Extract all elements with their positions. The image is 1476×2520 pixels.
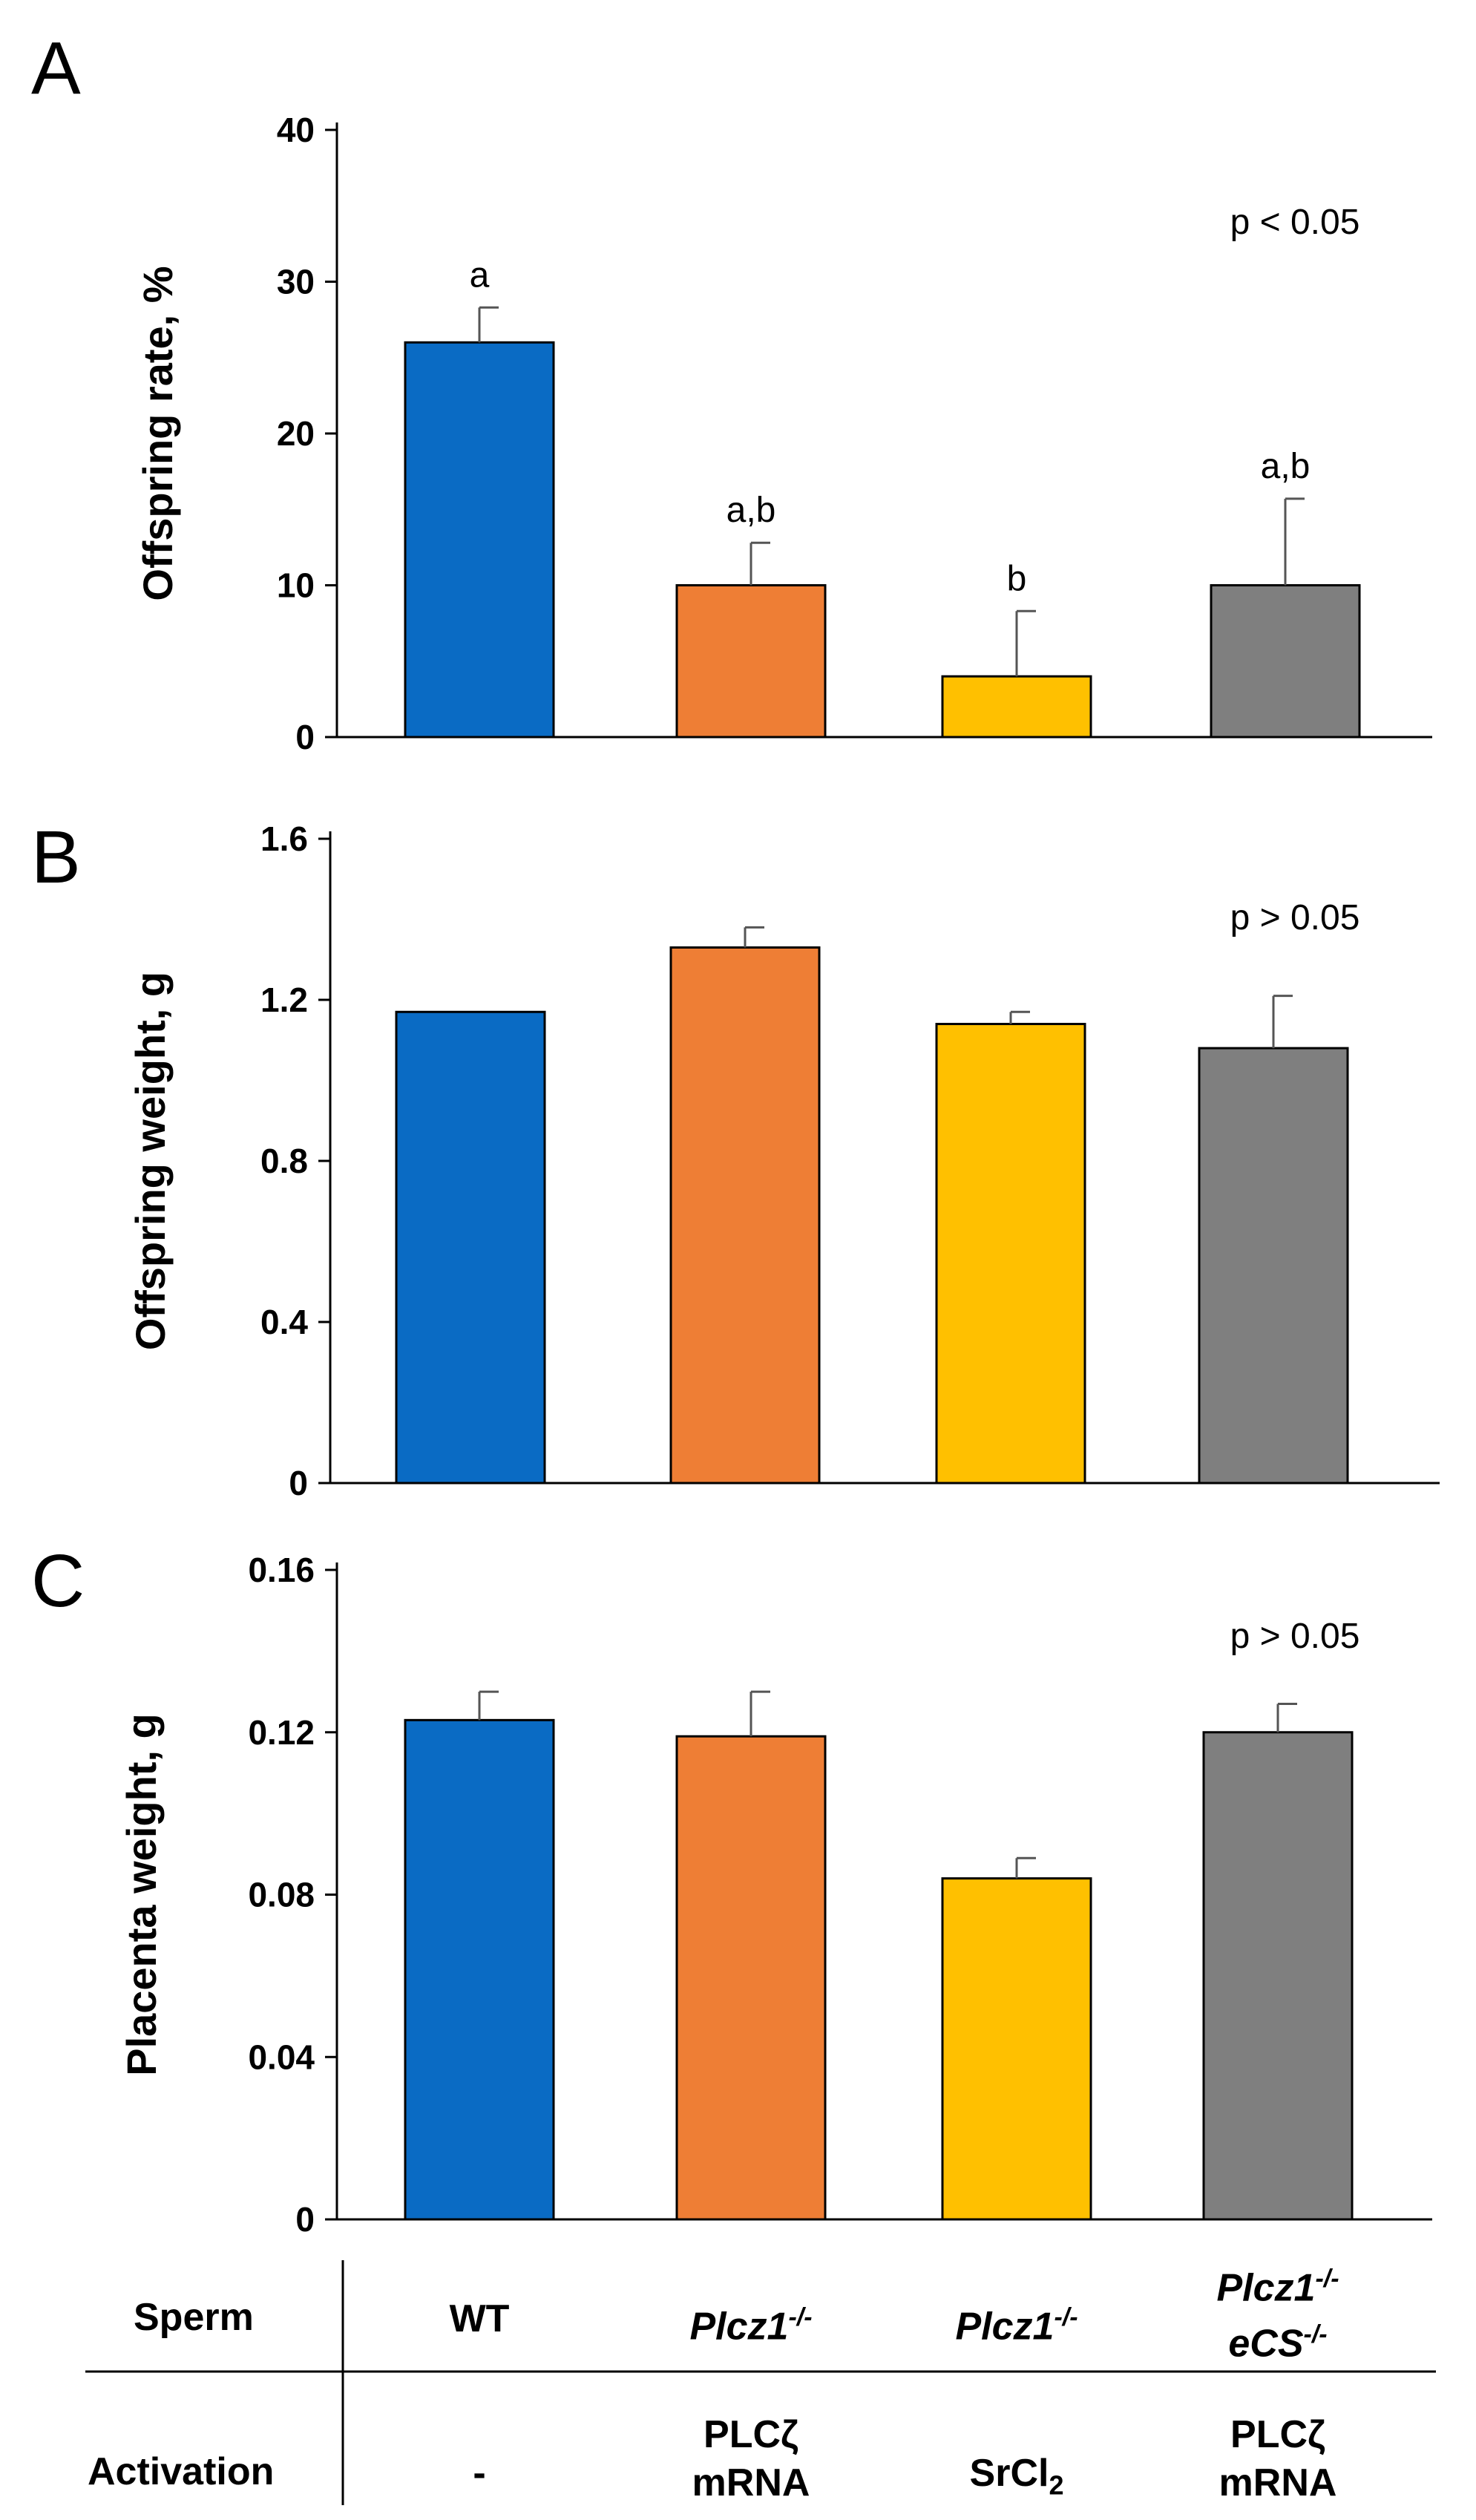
y-tick-label-c-2: 0.08	[248, 1876, 315, 1914]
sperm-plcz1-ko-2-sup: -/-	[1054, 2303, 1078, 2331]
bar-a-1	[404, 341, 555, 739]
y-tick-label-b-1: 0.4	[260, 1303, 308, 1341]
y-tick-label-a-2: 20	[277, 414, 315, 453]
sperm-plcz1-sup: -/-	[1315, 2265, 1339, 2293]
sperm-plcz1-base: Plcz1	[1216, 2266, 1316, 2310]
group-table: Sperm Activation WT Plcz1-/- Plcz1-/- Pl…	[0, 2234, 1476, 2520]
panel-label-b: B	[31, 816, 81, 899]
panel-label-c: C	[31, 1539, 85, 1623]
sperm-plcz1-ko-1-base: Plcz1	[689, 2305, 789, 2349]
chart-b-offspring-weight: 0 0.4 0.8 1.2 1.6 Offspring weight, g p > 0.05	[127, 819, 1440, 1502]
sperm-plcz1-ko-2: Plcz1-/-	[955, 2295, 1078, 2351]
bar-a-4	[1210, 584, 1361, 739]
sperm-ecs-sup: -/-	[1303, 2320, 1328, 2349]
bar-b-2	[669, 946, 821, 1485]
activation-plcz-mrna-2: PLCζ mRNA	[1219, 2411, 1337, 2507]
chart-c-placenta-weight: 0 0.04 0.08 0.12 0.16 Placenta weight, g p > 0…	[118, 1551, 1432, 2234]
sperm-plcz1-ko-1-sup: -/-	[788, 2303, 813, 2331]
p-value-annotation-c: p > 0.05	[1230, 1617, 1360, 1656]
activation-srcl2: SrCl2	[970, 2449, 1064, 2501]
activation-plcz-1-line2: mRNA	[692, 2461, 810, 2504]
y-axis-label-a: Offspring rate, %	[134, 266, 181, 600]
bar-c-4	[1202, 1731, 1354, 2221]
bar-c-3	[941, 1877, 1092, 2221]
chart-a-offspring-rate: 0 10 20 30 40 Offspring rate, % p < 0.05 a a,b b a…	[134, 111, 1432, 756]
activation-plcz-2-line2: mRNA	[1218, 2461, 1337, 2504]
y-tick-label-c-1: 0.04	[248, 2038, 315, 2076]
y-tick-label-c-3: 0.12	[248, 1713, 315, 1752]
activation-plcz-1-line1: PLCζ	[703, 2413, 798, 2456]
y-tick-label-b-4: 1.6	[260, 819, 308, 858]
sperm-wt: WT	[449, 2297, 510, 2340]
y-tick-label-b-2: 0.8	[260, 1142, 308, 1180]
y-tick-label-a-1: 10	[277, 566, 315, 605]
table-lines	[85, 2260, 1436, 2505]
bar-b-4	[1198, 1047, 1349, 1485]
p-value-annotation-b: p > 0.05	[1230, 898, 1360, 937]
significance-label-a-2: a,b	[726, 491, 776, 530]
bar-c-1	[404, 1718, 555, 2221]
y-axis-label-b: Offspring weight, g	[127, 972, 174, 1350]
bar-b-1	[395, 1010, 546, 1485]
activation-plcz-mrna-1: PLCζ mRNA	[692, 2411, 810, 2507]
significance-label-a-4: a,b	[1261, 447, 1311, 486]
sperm-plcz1-ecs-ko: Plcz1-/- eCS-/-	[1216, 2256, 1339, 2369]
y-tick-label-a-3: 30	[277, 263, 315, 301]
y-tick-label-a-4: 40	[277, 111, 315, 149]
activation-srcl2-sub: 2	[1049, 2470, 1064, 2501]
y-tick-label-b-0: 0	[289, 1464, 308, 1502]
sperm-ecs-base: eCS	[1228, 2322, 1304, 2366]
y-axis-label-c: Placenta weight, g	[118, 1713, 165, 2076]
bar-a-2	[675, 584, 827, 739]
bar-b-3	[935, 1023, 1086, 1485]
activation-plcz-2-line1: PLCζ	[1230, 2413, 1325, 2456]
row-label-activation: Activation	[88, 2450, 275, 2493]
row-label-sperm: Sperm	[134, 2296, 254, 2339]
y-tick-label-c-0: 0	[295, 2200, 315, 2234]
sperm-plcz1-ko-1: Plcz1-/-	[689, 2295, 812, 2351]
panel-label-a: A	[31, 27, 81, 110]
bar-a-3	[941, 675, 1092, 739]
activation-none: -	[473, 2452, 486, 2495]
significance-label-a-3: b	[1007, 559, 1027, 598]
bar-c-2	[675, 1735, 827, 2221]
sperm-plcz1-ko-2-base: Plcz1	[955, 2305, 1054, 2349]
significance-label-a-1: a	[470, 255, 490, 295]
y-tick-label-a-0: 0	[295, 718, 315, 756]
activation-srcl2-base: SrCl	[969, 2452, 1049, 2495]
y-tick-label-c-4: 0.16	[248, 1551, 315, 1589]
p-value-annotation-a: p < 0.05	[1230, 203, 1360, 242]
y-tick-label-b-3: 1.2	[260, 981, 308, 1019]
